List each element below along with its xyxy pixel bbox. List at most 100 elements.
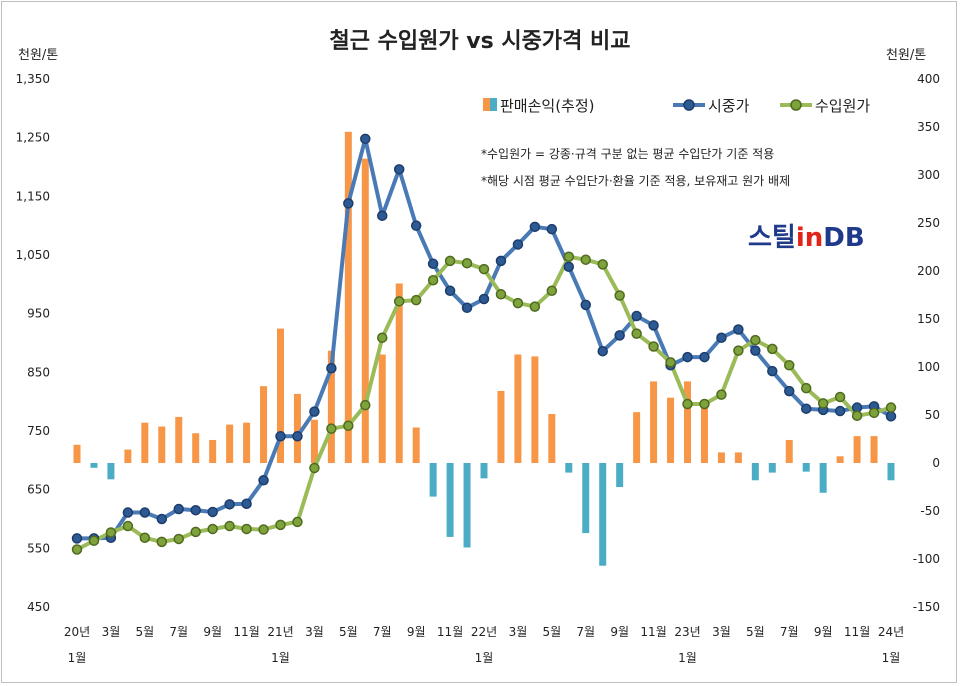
x-axis-ticks: 20년 1월 3월 5월 7월 9월 11월 21년 1월 3월 5월 7월 9월 11월 22년 1월 3월 5… — [64, 625, 904, 665]
x-tick-label: 5월 — [746, 625, 765, 639]
profit-bar — [463, 463, 471, 548]
market-price-line — [77, 136, 893, 541]
right-tick-label: 300 — [917, 168, 940, 182]
import-cost-point — [360, 399, 371, 411]
profit-bar — [700, 401, 708, 463]
import-cost-point — [427, 274, 439, 286]
import-cost-point — [512, 297, 524, 309]
market-price-point — [393, 164, 405, 175]
profit-bar — [480, 463, 488, 479]
profit-bar — [209, 439, 217, 463]
left-tick-label: 1,050 — [16, 248, 50, 262]
profit-bar — [751, 463, 759, 481]
market-price-point — [258, 475, 269, 486]
profit-bar — [785, 439, 793, 463]
market-price-point — [614, 330, 625, 341]
import-cost-point — [631, 328, 642, 339]
legend-swatch-bar-negative — [490, 98, 497, 111]
right-tick-label: 0 — [932, 456, 940, 470]
market-price-point — [71, 533, 83, 544]
right-tick-label: 400 — [917, 72, 940, 86]
import-cost-point — [139, 532, 151, 544]
note-2: *해당 시점 평균 수입단가·환율 기준 적용, 보유재고 원가 배제 — [481, 174, 790, 188]
right-tick-label: 250 — [917, 216, 940, 230]
import-cost-point — [767, 343, 778, 355]
left-axis-unit: 천원/톤 — [18, 48, 58, 63]
import-cost-point — [682, 398, 693, 410]
import-cost-point — [241, 523, 252, 535]
import-cost-point — [817, 398, 829, 409]
market-price-point — [529, 221, 541, 233]
market-price-point — [648, 320, 659, 331]
market-price-point — [767, 365, 778, 377]
x-tick-sublabel: 1월 — [475, 651, 494, 665]
import-cost-point — [699, 398, 710, 410]
import-cost-point — [716, 389, 727, 400]
left-tick-label: 1,350 — [16, 72, 50, 86]
right-tick-label: 150 — [917, 312, 940, 326]
import-cost-point — [733, 345, 744, 356]
chart-title: 철근 수입원가 vs 시중가격 비교 — [330, 29, 631, 54]
x-tick-label: 11월 — [640, 625, 666, 639]
market-price-point — [563, 261, 575, 272]
right-tick-label: -100 — [913, 552, 940, 566]
profit-bar — [734, 452, 742, 463]
profit-bar — [684, 381, 691, 463]
market-price-point — [139, 507, 151, 518]
left-tick-label: 450 — [27, 600, 50, 614]
import-cost-point — [71, 544, 83, 555]
market-price-point — [275, 431, 286, 442]
legend-marker-import — [790, 99, 802, 111]
x-tick-sublabel: 1월 — [882, 651, 901, 665]
market-price-point — [546, 223, 558, 235]
profit-bar — [802, 463, 810, 472]
profit-bar — [667, 397, 675, 463]
profit-bar — [344, 131, 352, 464]
svg-text:스틸inDB: 스틸inDB — [748, 223, 865, 253]
x-tick-label: 3월 — [305, 625, 324, 639]
import-cost-point — [851, 410, 863, 421]
import-cost-point — [750, 334, 761, 346]
import-cost-point — [597, 259, 608, 270]
profit-bar — [717, 452, 725, 463]
market-price-point — [885, 411, 897, 422]
x-tick-sublabel: 1월 — [271, 651, 290, 665]
profit-bars — [73, 131, 895, 566]
import-cost-point — [326, 423, 337, 434]
x-tick-label: 9월 — [203, 625, 222, 639]
import-cost-point — [292, 516, 303, 528]
import-cost-point — [563, 251, 575, 263]
import-cost-point — [207, 523, 218, 535]
x-tick-label: 7월 — [576, 625, 595, 639]
profit-bar — [768, 463, 776, 473]
import-cost-point — [275, 519, 286, 531]
import-cost-point — [529, 301, 541, 312]
profit-bar — [412, 427, 420, 463]
x-tick-label: 9월 — [814, 625, 833, 639]
import-cost-point — [614, 290, 625, 301]
import-cost-point — [343, 420, 354, 431]
profit-bar — [395, 283, 403, 463]
import-cost-point — [546, 285, 558, 297]
x-tick-label: 9월 — [610, 625, 629, 639]
market-price-point — [122, 507, 134, 518]
x-tick-label: 3월 — [712, 625, 731, 639]
market-price-point — [309, 406, 320, 417]
market-price-point — [597, 345, 608, 357]
x-tick-label: 23년 — [674, 625, 700, 639]
market-price-point — [241, 498, 252, 509]
import-cost-point — [224, 520, 235, 532]
market-price-point — [495, 255, 507, 267]
profit-bar — [582, 463, 590, 534]
market-price-point — [427, 258, 439, 270]
legend-swatch-bar-positive — [483, 98, 490, 111]
left-tick-label: 550 — [27, 541, 50, 555]
right-tick-label: 50 — [925, 408, 940, 422]
profit-bar — [327, 350, 335, 463]
market-price-point — [699, 351, 710, 363]
market-price-point — [343, 198, 354, 209]
profit-bar — [124, 449, 132, 463]
left-tick-label: 650 — [27, 483, 50, 497]
